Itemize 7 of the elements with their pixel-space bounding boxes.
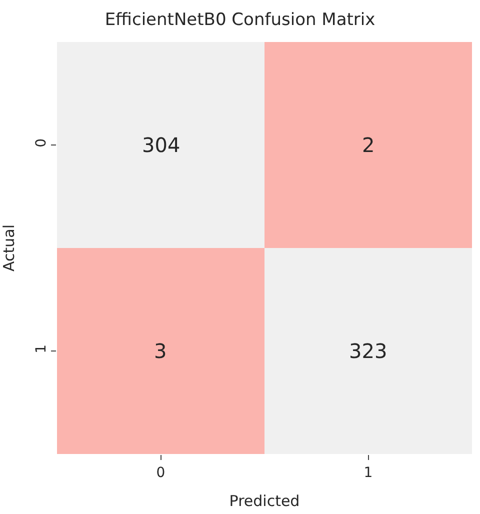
data-label: 3: [154, 339, 167, 363]
y-axis-title: Actual: [0, 224, 18, 272]
data-label: 304: [142, 133, 180, 157]
data-label: 323: [349, 339, 388, 363]
chart-title: EfficientNetB0 Confusion Matrix: [104, 10, 376, 30]
data-label: 2: [362, 133, 375, 157]
x-axis-title: Predicted: [229, 492, 300, 510]
